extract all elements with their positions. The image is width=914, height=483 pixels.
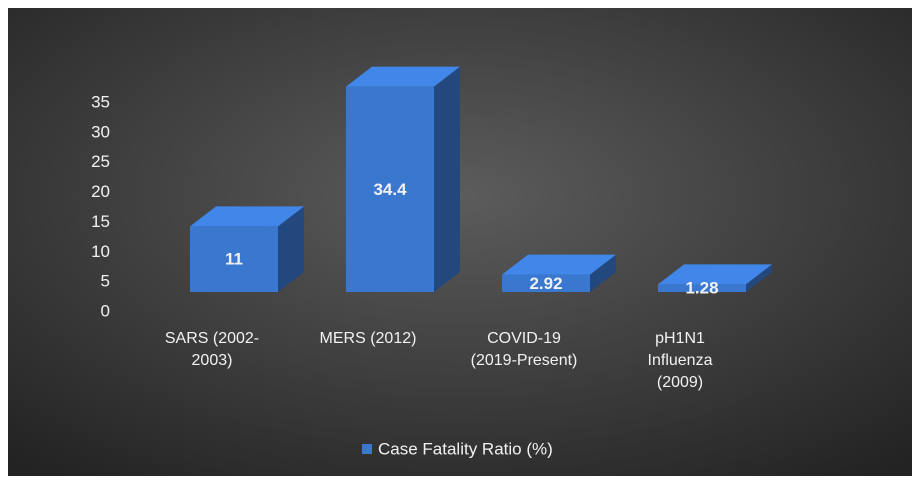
bar-side [278, 206, 304, 292]
y-tick-label: 20 [91, 182, 110, 201]
y-tick-label: 0 [101, 301, 110, 320]
data-label: 11 [225, 250, 243, 269]
data-label: 1.28 [685, 279, 718, 298]
x-tick-label: pH1N1 Influenza (2009) [647, 330, 713, 391]
bar [658, 284, 746, 292]
bar [190, 226, 278, 292]
bar-side [434, 66, 460, 292]
y-tick-label: 35 [91, 93, 110, 112]
y-tick-label: 15 [91, 212, 110, 231]
y-tick-label: 30 [91, 122, 110, 141]
y-tick-label: 25 [91, 152, 110, 171]
y-tick-label: 10 [91, 242, 110, 261]
bar [346, 86, 434, 292]
data-label: 34.4 [373, 180, 407, 199]
legend-marker [362, 444, 372, 454]
x-tick-label: MERS (2012) [319, 330, 417, 347]
y-tick-label: 5 [101, 272, 110, 291]
bar-side [746, 264, 772, 292]
bar-side [590, 254, 616, 292]
bar-top [190, 206, 304, 227]
bar-top [346, 66, 460, 87]
legend-label: Case Fatality Ratio (%) [378, 439, 553, 458]
x-tick-label: COVID-19 (2019-Present) [470, 330, 578, 369]
bar [502, 274, 590, 292]
x-tick-label: SARS (2002- 2003) [164, 330, 260, 369]
data-label: 2.92 [529, 274, 562, 293]
bar-top [658, 264, 772, 285]
bar-top [502, 254, 616, 275]
